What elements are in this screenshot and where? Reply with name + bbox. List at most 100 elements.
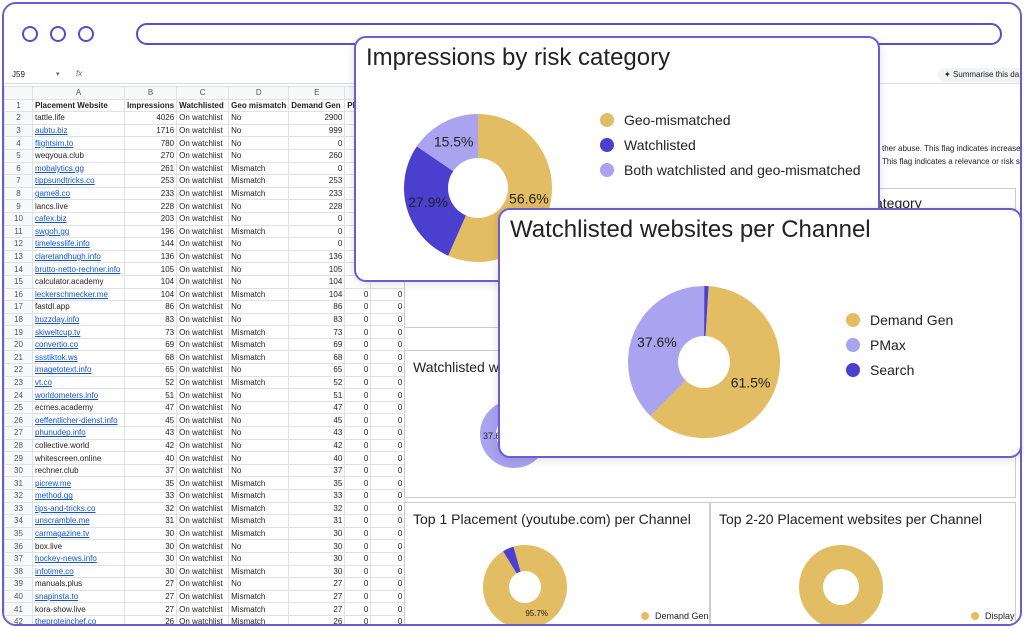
table-cell[interactable]: 26: [123, 614, 178, 624]
table-row[interactable]: 8 game8.co 233 On watchlist Mismatch 233: [4, 186, 406, 201]
table-cell[interactable]: 0: [344, 564, 372, 579]
table-cell[interactable]: 0: [344, 476, 372, 490]
table-row[interactable]: 15 calculator.academy 104 On watchlist No 104: [4, 274, 406, 289]
table-cell[interactable]: aubtu.biz: [32, 123, 125, 138]
donut-slice[interactable]: [416, 114, 478, 172]
table-cell[interactable]: 86: [288, 300, 346, 314]
table-cell[interactable]: 33: [288, 489, 346, 503]
table-cell[interactable]: Mismatch: [228, 224, 290, 239]
table-cell[interactable]: No: [228, 463, 290, 478]
table-cell[interactable]: 0: [370, 438, 406, 453]
table-cell[interactable]: game8.co: [32, 186, 125, 201]
table-cell[interactable]: 30: [123, 526, 178, 541]
table-cell[interactable]: tippsundtricks.co: [32, 174, 125, 188]
table-cell[interactable]: 0: [370, 350, 406, 365]
table-cell[interactable]: Mismatch: [228, 589, 290, 604]
chart-card-top1[interactable]: Top 1 Placement (youtube.com) per Channe…: [404, 502, 710, 624]
row-number[interactable]: 17: [4, 300, 33, 314]
table-cell[interactable]: vt.co: [32, 375, 125, 390]
table-cell[interactable]: skiweltcup.tv: [32, 325, 125, 339]
table-cell[interactable]: On watchlist: [176, 501, 230, 516]
row-number[interactable]: 12: [4, 237, 33, 251]
table-cell[interactable]: 0: [370, 501, 406, 516]
table-cell[interactable]: 37: [288, 463, 346, 478]
table-cell[interactable]: 27: [123, 602, 178, 616]
row-number[interactable]: 31: [4, 476, 33, 490]
table-cell[interactable]: 30: [288, 539, 346, 553]
table-cell[interactable]: No: [228, 148, 290, 163]
row-number[interactable]: 5: [4, 148, 33, 163]
table-cell[interactable]: 0: [288, 224, 346, 239]
table-cell[interactable]: 83: [288, 312, 346, 327]
table-cell[interactable]: 0: [370, 564, 406, 579]
table-cell[interactable]: 0: [370, 400, 406, 415]
legend-item[interactable]: Display: [971, 611, 1015, 621]
table-cell[interactable]: 0: [370, 489, 406, 503]
table-cell[interactable]: 30: [123, 551, 178, 566]
row-number[interactable]: 16: [4, 287, 33, 302]
table-cell[interactable]: 69: [288, 337, 346, 352]
table-cell[interactable]: 0: [288, 161, 346, 176]
table-cell[interactable]: kora-show.live: [32, 602, 125, 616]
table-cell[interactable]: 1716: [123, 123, 178, 138]
header-cell[interactable]: Geo mismatch: [228, 98, 290, 113]
legend-item[interactable]: Watchlisted: [600, 137, 696, 153]
table-cell[interactable]: No: [228, 312, 290, 327]
table-cell[interactable]: 0: [344, 577, 372, 591]
table-cell[interactable]: No: [228, 539, 290, 553]
table-cell[interactable]: 45: [123, 413, 178, 428]
table-cell[interactable]: method.gg: [32, 489, 125, 503]
table-cell[interactable]: On watchlist: [176, 388, 230, 402]
row-number[interactable]: 30: [4, 463, 33, 478]
row-number[interactable]: 27: [4, 426, 33, 440]
table-cell[interactable]: 0: [370, 539, 406, 553]
sheet-grid[interactable]: ABCDEF1Placement WebsiteImpressionsWatch…: [4, 86, 406, 624]
table-cell[interactable]: Mismatch: [228, 489, 290, 503]
donut-slice[interactable]: [799, 545, 883, 624]
table-cell[interactable]: 0: [370, 388, 406, 402]
column-header[interactable]: [4, 86, 33, 100]
table-cell[interactable]: 0: [344, 463, 372, 478]
table-cell[interactable]: 105: [288, 262, 346, 276]
table-row[interactable]: 39 manuals.plus 27 On watchlist No 27 0 0: [4, 577, 406, 591]
row-number[interactable]: 13: [4, 249, 33, 264]
donut-slice[interactable]: [503, 546, 521, 574]
legend-item[interactable]: Search: [846, 362, 914, 378]
table-cell[interactable]: No: [228, 111, 290, 125]
table-cell[interactable]: 43: [123, 426, 178, 440]
row-number[interactable]: 29: [4, 451, 33, 465]
table-cell[interactable]: On watchlist: [176, 451, 230, 465]
table-cell[interactable]: No: [228, 211, 290, 226]
table-cell[interactable]: 0: [344, 363, 372, 377]
row-number[interactable]: 18: [4, 312, 33, 327]
table-cell[interactable]: 270: [123, 148, 178, 163]
table-cell[interactable]: 27: [288, 589, 346, 604]
table-cell[interactable]: 0: [370, 476, 406, 490]
table-cell[interactable]: 203: [123, 211, 178, 226]
table-cell[interactable]: 69: [123, 337, 178, 352]
row-number[interactable]: 1: [4, 98, 33, 113]
legend-item[interactable]: Demand Gen: [846, 312, 953, 328]
table-cell[interactable]: 31: [123, 514, 178, 528]
window-maximize-dot[interactable]: [78, 26, 94, 42]
table-cell[interactable]: On watchlist: [176, 274, 230, 289]
table-cell[interactable]: 33: [123, 489, 178, 503]
row-number[interactable]: 33: [4, 501, 33, 516]
table-cell[interactable]: unscramble.me: [32, 514, 125, 528]
table-row[interactable]: 29 whitescreen.online 40 On watchlist No 40 0 0: [4, 451, 406, 465]
table-cell[interactable]: cafex.biz: [32, 211, 125, 226]
table-cell[interactable]: ssstiktok.ws: [32, 350, 125, 365]
row-number[interactable]: 24: [4, 388, 33, 402]
table-cell[interactable]: Mismatch: [228, 186, 290, 201]
row-number[interactable]: 42: [4, 614, 33, 624]
table-cell[interactable]: On watchlist: [176, 224, 230, 239]
table-row[interactable]: 9 lancs.live 228 On watchlist No 228: [4, 199, 406, 213]
table-cell[interactable]: 228: [288, 199, 346, 213]
table-cell[interactable]: Mismatch: [228, 514, 290, 528]
table-cell[interactable]: 999: [288, 123, 346, 138]
table-cell[interactable]: 0: [344, 375, 372, 390]
table-cell[interactable]: 0: [370, 551, 406, 566]
